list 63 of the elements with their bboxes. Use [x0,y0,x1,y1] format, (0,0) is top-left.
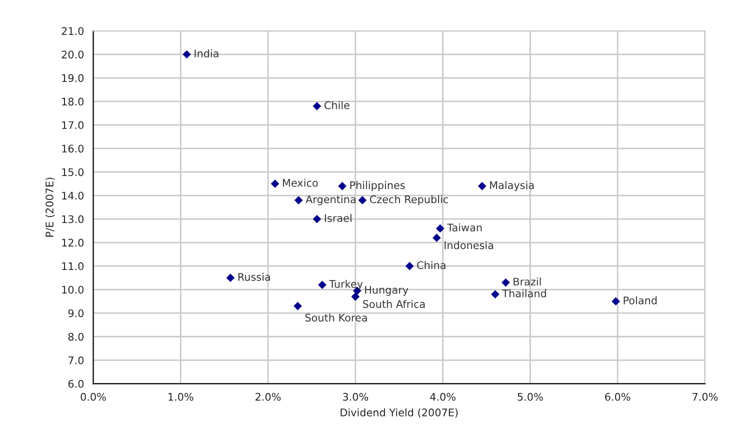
y-tick-label: 15.0 [62,168,84,176]
y-tick-label: 10.0 [62,286,84,294]
point [436,224,444,233]
y-tick-label: 12.0 [62,238,84,247]
point [338,182,346,190]
annotation: Turkey [329,280,363,290]
y-tick-label: 17.0 [62,121,84,130]
y-tick-label: 19.0 [62,74,84,82]
annotation: Brazil [514,277,541,286]
annotation: Philippines [350,181,405,192]
point [312,102,322,110]
annotation: Chile [324,101,350,110]
point [612,297,620,306]
x-tick-label: 5.0% [518,392,543,401]
annotation: Mexico [282,178,318,187]
y-tick-label: 9.0 [68,309,84,318]
x-tick-label: 3.0% [342,392,368,401]
annotation: Czech Republic [370,195,448,206]
x-tick-label: 0.0% [80,392,106,401]
y-axis-title: P/E (2007E) [45,178,55,237]
x-tick-label: 4.0% [430,392,456,401]
annotation: South Korea [305,314,367,322]
point [405,262,414,270]
x-axis-title: Dividend Yield (2007E) [340,408,458,418]
x-tick-label: 7.0% [692,392,718,401]
point [351,292,360,301]
point [226,274,235,282]
y-tick-label: 6.0 [68,380,84,388]
point [491,290,500,298]
point [270,180,280,188]
point [358,196,367,204]
y-tick-label: 21.0 [62,27,84,35]
y-tick-label: 16.0 [62,144,84,153]
point [318,280,326,290]
annotation: India [194,49,218,58]
annotation: Malaysia [490,181,534,192]
point [432,234,441,242]
y-tick-label: 7.0 [68,356,84,364]
annotation: Israel [324,214,352,222]
annotation: Taiwan [447,223,482,232]
y-tick-label: 11.0 [62,262,84,270]
annotation: South Africa [363,300,425,308]
y-tick-label: 8.0 [68,332,84,341]
point [182,50,191,59]
y-tick-label: 20.0 [62,50,84,58]
annotation: Indonesia [444,241,494,250]
annotation: Thailand [502,289,546,298]
point [502,278,510,287]
y-tick-label: 14.0 [62,192,84,200]
annotation: Hungary [365,286,408,296]
point [294,302,302,310]
point [294,196,303,204]
x-tick-label: 2.0% [256,392,281,401]
annotation: Poland [624,296,657,304]
x-tick-label: 6.0% [605,392,630,401]
annotation: Argentina [306,195,356,206]
annotation: Russia [238,272,270,281]
point [478,182,486,190]
x-tick-label: 1.0% [168,392,194,401]
annotation: China [417,261,446,270]
point [312,214,322,224]
y-tick-label: 18.0 [62,98,84,106]
y-tick-label: 13.0 [62,215,84,224]
